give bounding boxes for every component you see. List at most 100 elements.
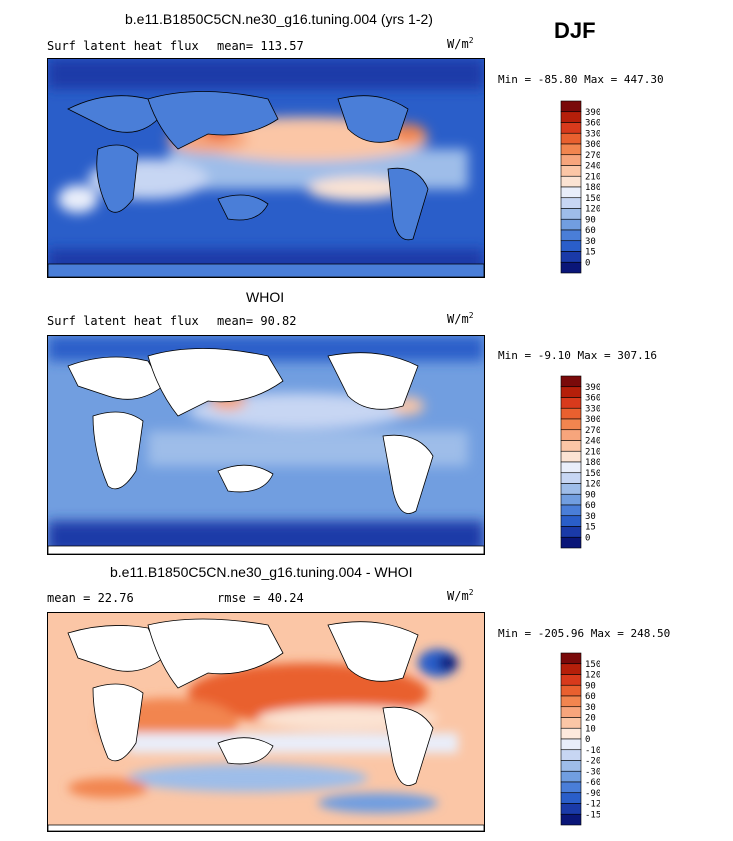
colorbar-swatch: [560, 218, 582, 231]
colorbar-swatch: [560, 175, 582, 188]
colorbar-swatch: [560, 122, 582, 134]
colorbar-swatch: [560, 450, 582, 463]
panel1-continents: [48, 91, 484, 277]
colorbar-swatch: [560, 695, 582, 708]
colorbar-swatch: [560, 165, 582, 177]
colorbar-tick-label: 60: [585, 692, 596, 702]
panel2-variable: Surf latent heat flux: [47, 314, 199, 328]
colorbar-tick-label: 90: [585, 490, 596, 500]
panel1-variable: Surf latent heat flux: [47, 39, 199, 53]
panel2-title: WHOI: [246, 289, 285, 305]
season-label: DJF: [554, 18, 596, 43]
colorbar-swatch: [560, 684, 582, 697]
panel1-colorbar-swatches: [560, 100, 582, 274]
colorbar-swatch: [560, 229, 582, 242]
colorbar-tick-label: 330: [585, 404, 600, 414]
colorbar-swatch: [560, 674, 582, 686]
colorbar-swatch: [560, 132, 582, 145]
colorbar-swatch: [560, 197, 582, 209]
colorbar-swatch: [560, 663, 582, 675]
colorbar-tick-label: -90: [585, 789, 600, 799]
colorbar-tick-label: 0: [585, 258, 590, 268]
panel2-units: W/m2: [447, 311, 474, 326]
panel3-rmse: rmse = 40.24: [217, 591, 304, 605]
colorbar-swatch: [560, 418, 582, 431]
colorbar-swatch: [560, 251, 582, 263]
panel2-mean: mean= 90.82: [217, 314, 297, 328]
colorbar-swatch: [560, 143, 582, 156]
colorbar-tick-label: 150: [585, 469, 600, 479]
colorbar-swatch: [560, 515, 582, 527]
colorbar-tick-label: -150: [585, 810, 600, 820]
colorbar-swatch: [560, 440, 582, 452]
colorbar-swatch: [560, 472, 582, 484]
colorbar-tick-label: 30: [585, 512, 596, 522]
colorbar-tick-label: 90: [585, 681, 596, 691]
colorbar-swatch: [560, 652, 582, 665]
panel3-minmax: Min = -205.96 Max = 248.50: [498, 627, 671, 640]
colorbar-tick-label: 120: [585, 480, 600, 490]
colorbar-swatch: [560, 536, 582, 549]
colorbar-swatch: [560, 781, 582, 794]
panel3-mean: mean = 22.76: [47, 591, 134, 605]
colorbar-swatch: [560, 261, 582, 274]
colorbar-tick-label: -120: [585, 800, 600, 810]
colorbar-tick-label: -60: [585, 778, 600, 788]
colorbar-swatch: [560, 208, 582, 220]
colorbar-swatch: [560, 386, 582, 398]
colorbar-tick-label: 0: [585, 735, 590, 745]
colorbar-tick-label: 60: [585, 501, 596, 511]
colorbar-tick-label: 20: [585, 714, 596, 724]
colorbar-swatch: [560, 770, 582, 783]
colorbar-swatch: [560, 186, 582, 199]
colorbar-swatch: [560, 493, 582, 506]
panel3-title: b.e11.B1850C5CN.ne30_g16.tuning.004 - WH…: [110, 564, 413, 580]
colorbar-tick-label: 180: [585, 458, 600, 468]
panel2-continents: [48, 348, 484, 554]
colorbar-swatch: [560, 738, 582, 751]
colorbar-tick-label: 360: [585, 394, 600, 404]
panel2-map: [47, 335, 485, 555]
colorbar-tick-label: 390: [585, 108, 600, 118]
colorbar-tick-label: 0: [585, 533, 590, 543]
colorbar-tick-label: 150: [585, 660, 600, 670]
colorbar-tick-label: 15: [585, 523, 596, 533]
colorbar-swatch: [560, 483, 582, 495]
colorbar-tick-label: 360: [585, 119, 600, 129]
colorbar-swatch: [560, 407, 582, 420]
colorbar-tick-label: 390: [585, 383, 600, 393]
colorbar-swatch: [560, 461, 582, 474]
colorbar-tick-label: 60: [585, 226, 596, 236]
panel3-map: [47, 612, 485, 832]
colorbar-tick-label: 210: [585, 172, 600, 182]
colorbar-swatch: [560, 240, 582, 252]
colorbar-swatch: [560, 760, 582, 772]
panel3-flux-field: [68, 649, 458, 813]
colorbar-swatch: [560, 813, 582, 826]
colorbar-tick-label: 180: [585, 183, 600, 193]
panel1-title: b.e11.B1850C5CN.ne30_g16.tuning.004 (yrs…: [125, 11, 433, 27]
panel1-map: [47, 58, 485, 278]
colorbar-tick-label: 15: [585, 248, 596, 258]
colorbar-tick-label: 120: [585, 671, 600, 681]
colorbar-swatch: [560, 397, 582, 409]
panel1-units: W/m2: [447, 36, 474, 51]
colorbar-swatch: [560, 429, 582, 441]
colorbar-tick-label: 270: [585, 426, 600, 436]
panel2-minmax: Min = -9.10 Max = 307.16: [498, 349, 657, 362]
colorbar-tick-label: 10: [585, 724, 596, 734]
colorbar-swatch: [560, 803, 582, 815]
colorbar-tick-label: 30: [585, 237, 596, 247]
panel2-colorbar-swatches: [560, 375, 582, 549]
colorbar-swatch: [560, 717, 582, 729]
panel3-units: W/m2: [447, 588, 474, 603]
colorbar-swatch: [560, 154, 582, 166]
colorbar-swatch: [560, 727, 582, 740]
panel1-minmax: Min = -85.80 Max = 447.30: [498, 73, 664, 86]
colorbar-swatch: [560, 526, 582, 538]
colorbar-tick-label: 330: [585, 129, 600, 139]
